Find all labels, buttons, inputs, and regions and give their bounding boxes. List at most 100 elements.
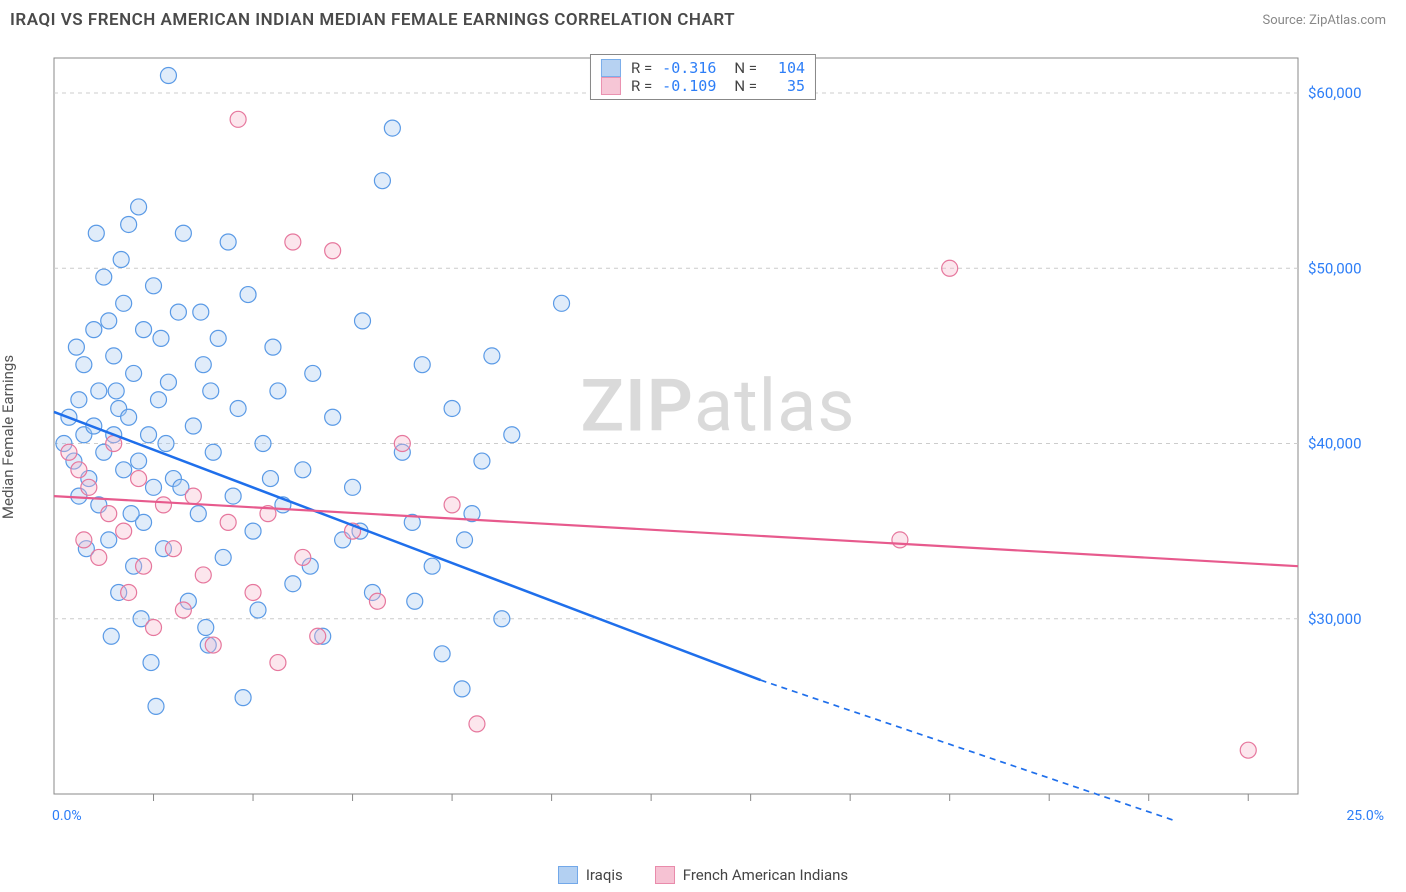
data-point xyxy=(345,479,361,495)
legend-r-label: R = xyxy=(631,77,652,95)
data-point xyxy=(71,462,87,478)
data-point xyxy=(220,514,236,530)
source-label: Source: ZipAtlas.com xyxy=(1262,13,1386,28)
data-point xyxy=(384,120,400,136)
data-point xyxy=(116,462,132,478)
data-point xyxy=(123,506,139,522)
data-point xyxy=(205,444,221,460)
data-point xyxy=(424,558,440,574)
data-point xyxy=(444,497,460,513)
legend-n-value: 104 xyxy=(767,59,805,77)
data-point xyxy=(295,549,311,565)
data-point xyxy=(150,392,166,408)
data-point xyxy=(230,400,246,416)
chart-title: IRAQI VS FRENCH AMERICAN INDIAN MEDIAN F… xyxy=(10,10,735,30)
data-point xyxy=(81,479,97,495)
legend-item: Iraqis xyxy=(558,866,623,884)
data-point xyxy=(235,690,251,706)
data-point xyxy=(106,348,122,364)
data-point xyxy=(265,339,281,355)
series-legend: Iraqis French American Indians xyxy=(0,866,1406,884)
data-point xyxy=(126,365,142,381)
data-point xyxy=(210,330,226,346)
data-point xyxy=(101,313,117,329)
data-point xyxy=(374,173,390,189)
data-point xyxy=(270,655,286,671)
data-point xyxy=(155,497,171,513)
data-point xyxy=(143,655,159,671)
legend-swatch xyxy=(601,77,621,95)
data-point xyxy=(160,374,176,390)
legend-row: R =-0.316N =104 xyxy=(601,59,805,77)
data-point xyxy=(136,558,152,574)
data-point xyxy=(113,252,129,268)
data-point xyxy=(175,225,191,241)
data-point xyxy=(190,506,206,522)
data-point xyxy=(131,471,147,487)
data-point xyxy=(942,260,958,276)
data-point xyxy=(101,506,117,522)
data-point xyxy=(325,409,341,425)
x-min-label: 0.0% xyxy=(52,808,82,824)
data-point xyxy=(285,234,301,250)
data-point xyxy=(193,304,209,320)
svg-text:$40,000: $40,000 xyxy=(1308,435,1362,453)
data-point xyxy=(457,532,473,548)
data-point xyxy=(474,453,490,469)
legend-swatch xyxy=(601,59,621,77)
data-point xyxy=(504,427,520,443)
data-point xyxy=(195,357,211,373)
data-point xyxy=(148,698,164,714)
data-point xyxy=(240,287,256,303)
data-point xyxy=(146,479,162,495)
data-point xyxy=(554,295,570,311)
y-axis-label: Median Female Earnings xyxy=(0,355,17,519)
data-point xyxy=(270,383,286,399)
data-point xyxy=(245,523,261,539)
legend-label: French American Indians xyxy=(683,866,848,884)
data-point xyxy=(195,567,211,583)
data-point xyxy=(61,444,77,460)
data-point xyxy=(203,383,219,399)
legend-item: French American Indians xyxy=(655,866,848,884)
legend-swatch xyxy=(655,866,675,884)
data-point xyxy=(230,111,246,127)
data-point xyxy=(205,637,221,653)
scatter-chart: $30,000$40,000$50,000$60,000 xyxy=(48,52,1388,822)
data-point xyxy=(215,549,231,565)
correlation-legend: R =-0.316N =104R =-0.109N =35 xyxy=(590,54,816,100)
svg-text:$30,000: $30,000 xyxy=(1308,610,1362,628)
data-point xyxy=(116,295,132,311)
legend-n-label: N = xyxy=(734,59,757,77)
data-point xyxy=(131,453,147,469)
data-point xyxy=(407,593,423,609)
data-point xyxy=(165,541,181,557)
data-point xyxy=(185,488,201,504)
plot-area: Median Female Earnings $30,000$40,000$50… xyxy=(48,52,1388,822)
data-point xyxy=(86,322,102,338)
data-point xyxy=(121,584,137,600)
data-point xyxy=(255,436,271,452)
data-point xyxy=(444,400,460,416)
data-point xyxy=(198,620,214,636)
data-point xyxy=(414,357,430,373)
data-point xyxy=(91,383,107,399)
data-point xyxy=(121,409,137,425)
data-point xyxy=(369,593,385,609)
data-point xyxy=(71,392,87,408)
header: IRAQI VS FRENCH AMERICAN INDIAN MEDIAN F… xyxy=(0,0,1406,36)
data-point xyxy=(141,427,157,443)
data-point xyxy=(494,611,510,627)
data-point xyxy=(96,269,112,285)
data-point xyxy=(160,68,176,84)
data-point xyxy=(153,330,169,346)
data-point xyxy=(325,243,341,259)
data-point xyxy=(285,576,301,592)
legend-swatch xyxy=(558,866,578,884)
trend-line xyxy=(54,496,1298,566)
data-point xyxy=(484,348,500,364)
data-point xyxy=(892,532,908,548)
data-point xyxy=(121,216,137,232)
x-max-label: 25.0% xyxy=(1346,808,1384,824)
data-point xyxy=(469,716,485,732)
